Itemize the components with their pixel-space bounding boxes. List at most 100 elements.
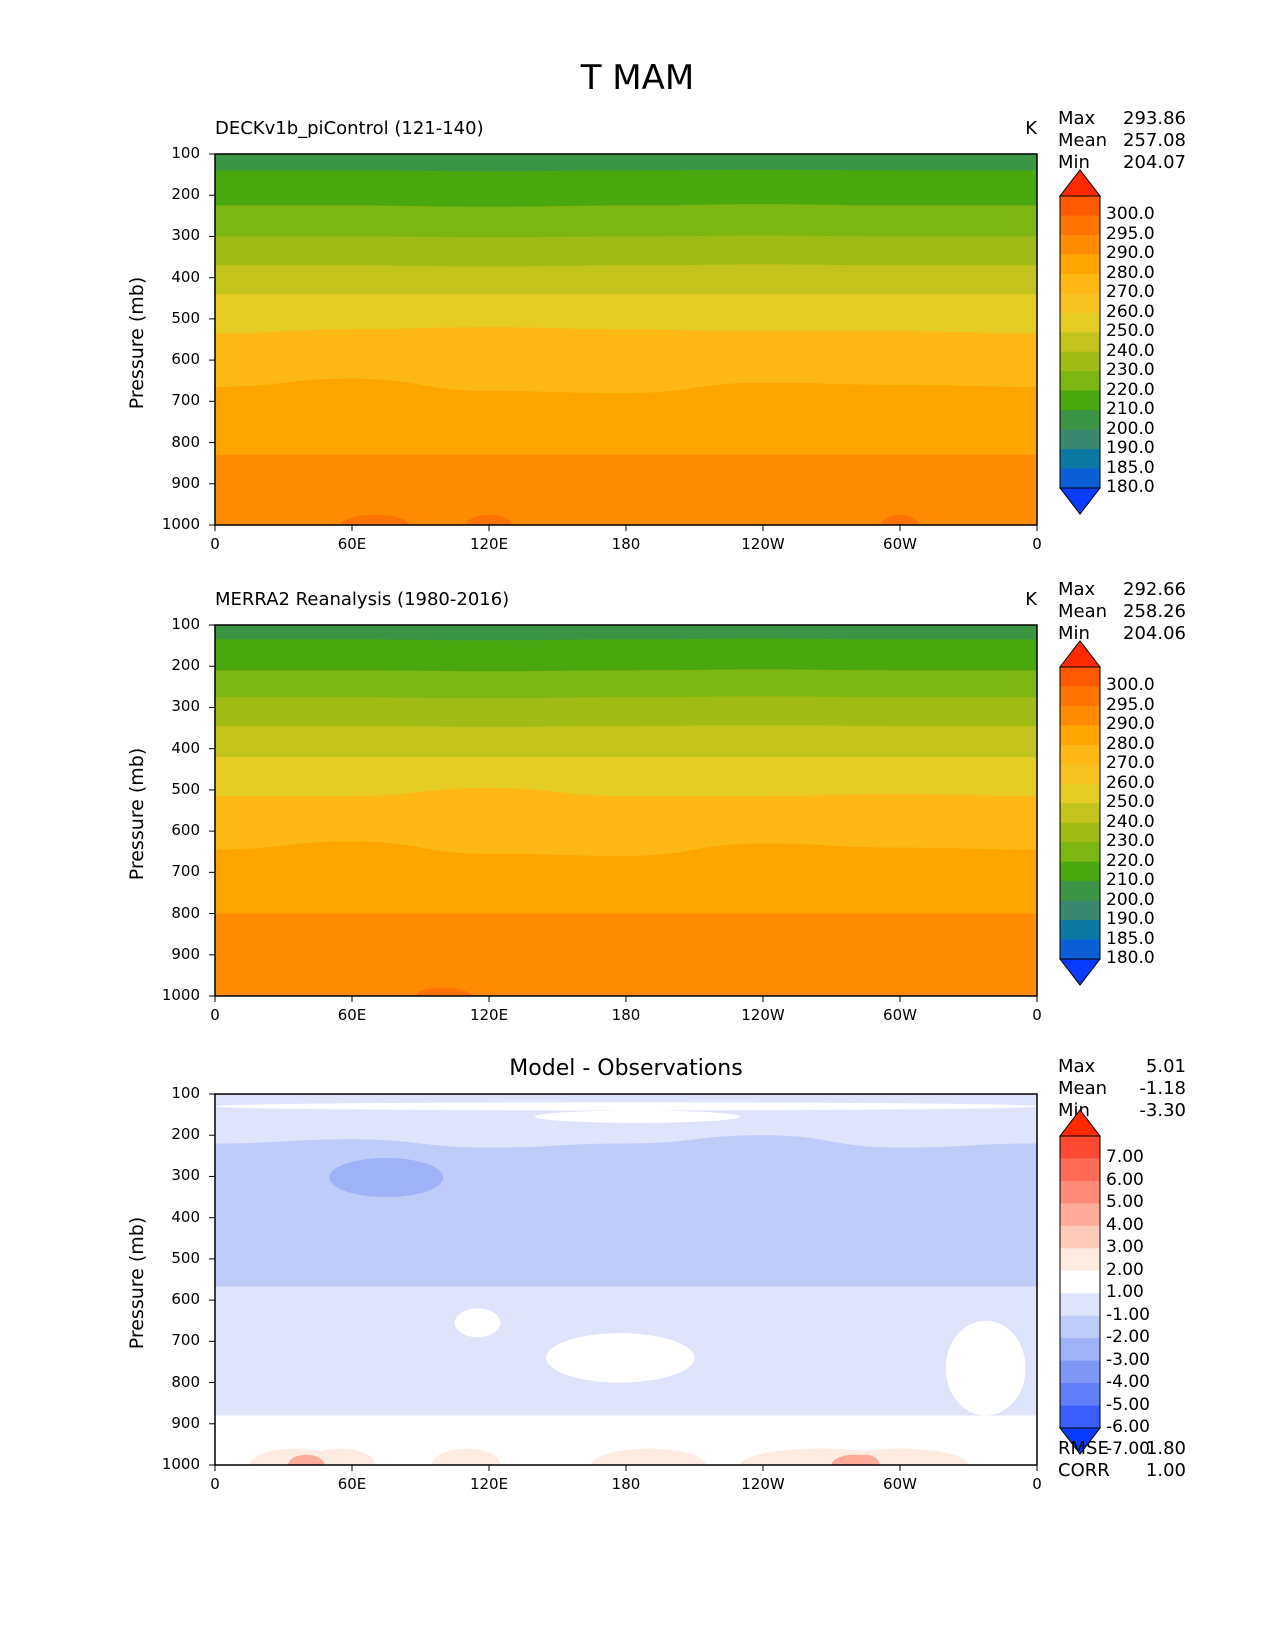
x-tick-label: 60W: [883, 1006, 917, 1024]
colorbar-label: 220.0: [1106, 379, 1155, 400]
colorbar-label: 300.0: [1106, 675, 1155, 696]
x-tick-label: 0: [1032, 1475, 1042, 1493]
colorbar-label: 200.0: [1106, 889, 1155, 910]
colorbar-segment: [1060, 273, 1100, 294]
colorbar-segment: [1060, 725, 1100, 746]
contour-fill-group: [215, 1094, 1037, 1465]
colorbar-label: 290.0: [1106, 243, 1155, 264]
stat-mean-label: Mean: [1058, 130, 1108, 151]
colorbar-label: 295.0: [1106, 223, 1155, 244]
stat-max-value: 293.86: [1123, 108, 1186, 129]
colorbar-label: 6.00: [1106, 1169, 1144, 1190]
colorbar-segment: [1060, 705, 1100, 726]
stat-mean-label: Mean: [1058, 601, 1108, 622]
colorbar-segment: [1060, 1248, 1100, 1272]
colorbar-segment: [1060, 920, 1100, 941]
x-tick-label: 0: [210, 1006, 220, 1024]
y-tick-label: 100: [171, 1084, 200, 1102]
y-tick-label: 700: [171, 1331, 200, 1350]
contour-blob: [306, 1448, 375, 1465]
corr-value: 1.00: [1145, 1460, 1186, 1481]
colorbar-label: 185.0: [1106, 928, 1155, 949]
colorbar-segment: [1060, 1338, 1100, 1362]
y-tick-label: 500: [171, 1248, 200, 1267]
stat-min-value: 204.07: [1123, 152, 1186, 173]
colorbar-label: 190.0: [1106, 438, 1155, 459]
contour-region: [546, 1333, 695, 1383]
x-tick-label: 120E: [469, 1006, 509, 1024]
unit-label: K: [1025, 589, 1037, 610]
x-tick-label: 180: [611, 535, 641, 553]
contour-blob: [881, 514, 919, 525]
colorbar-frame: [1059, 1135, 1101, 1429]
colorbar: [1058, 169, 1102, 515]
x-tick-label: 120W: [741, 535, 785, 553]
colorbar-segment: [1060, 1270, 1100, 1294]
y-tick-label: 900: [171, 473, 200, 492]
colorbar-segment: [1060, 803, 1100, 824]
x-tick-label: 120W: [741, 1475, 785, 1493]
colorbar-segment: [1060, 332, 1100, 353]
contour-fill-group: [215, 625, 1037, 996]
x-tick-label: 60E: [337, 1006, 367, 1024]
colorbar-segment: [1060, 390, 1100, 411]
y-tick-label: 100: [171, 615, 200, 633]
x-tick-label: 60W: [883, 1475, 917, 1493]
y-tick-label: 100: [171, 144, 200, 162]
panel-title: MERRA2 Reanalysis (1980-2016): [215, 589, 510, 610]
colorbar-label: 185.0: [1106, 457, 1155, 478]
colorbar-segment: [1060, 312, 1100, 333]
colorbar-segment: [1060, 1405, 1100, 1429]
colorbar-segment: [1060, 686, 1100, 707]
y-tick-label: 300: [171, 1166, 200, 1185]
colorbar-segment: [1060, 215, 1100, 236]
colorbar-extend-top: [1058, 169, 1102, 197]
colorbar-label: 230.0: [1106, 831, 1155, 852]
contour-region: [945, 1320, 1026, 1416]
y-tick-label: 800: [171, 1372, 200, 1391]
colorbar: [1058, 1109, 1102, 1455]
colorbar-label: 190.0: [1106, 909, 1155, 930]
contour-region: [454, 1308, 501, 1338]
unit-label: K: [1025, 118, 1037, 139]
y-tick-label: 900: [171, 944, 200, 963]
contour-region: [215, 1102, 1037, 1111]
y-tick-label: 500: [171, 779, 200, 798]
colorbar-label: 260.0: [1106, 772, 1155, 793]
contour-blob: [288, 1454, 325, 1465]
colorbar-label: 210.0: [1106, 399, 1155, 420]
stat-min-label: Min: [1058, 623, 1090, 644]
colorbar-label: 180.0: [1106, 477, 1155, 497]
colorbar-label: -4.00: [1106, 1372, 1150, 1393]
stat-min-value: -3.30: [1139, 1100, 1186, 1121]
colorbar-label: 290.0: [1106, 714, 1155, 735]
colorbar-segment: [1060, 1315, 1100, 1339]
x-tick-label: 120W: [741, 1006, 785, 1024]
x-tick-label: 0: [210, 1475, 220, 1493]
stats-block: Max 292.66 Mean 258.26 Min 204.06: [1058, 579, 1186, 645]
x-tick-label: 180: [611, 1006, 641, 1024]
x-tick-label: 60W: [883, 535, 917, 553]
corr-label: CORR: [1058, 1460, 1110, 1481]
colorbar-segment: [1060, 429, 1100, 450]
colorbar-label: -1.00: [1106, 1304, 1150, 1325]
y-tick-label: 1000: [161, 1455, 200, 1473]
colorbar-segment: [1060, 1225, 1100, 1249]
x-tick-label: 0: [1032, 1006, 1042, 1024]
rmse-label: RMSE: [1058, 1438, 1109, 1459]
colorbar-segment: [1060, 1360, 1100, 1384]
y-tick-label: 800: [171, 432, 200, 451]
y-tick-label: 800: [171, 903, 200, 922]
stat-mean-value: 257.08: [1123, 130, 1186, 151]
y-tick-label: 1000: [161, 986, 200, 1004]
contour-blob: [431, 1448, 501, 1465]
colorbar-label: 240.0: [1106, 811, 1155, 832]
colorbar-segment: [1060, 351, 1100, 372]
stat-mean-value: 258.26: [1123, 601, 1186, 622]
stat-max-label: Max: [1058, 108, 1096, 129]
colorbar-label: -2.00: [1106, 1327, 1150, 1348]
colorbar-label: 2.00: [1106, 1259, 1144, 1280]
colorbar-label: 280.0: [1106, 262, 1155, 283]
colorbar-label: 250.0: [1106, 321, 1155, 342]
x-tick-label: 60E: [337, 1475, 367, 1493]
